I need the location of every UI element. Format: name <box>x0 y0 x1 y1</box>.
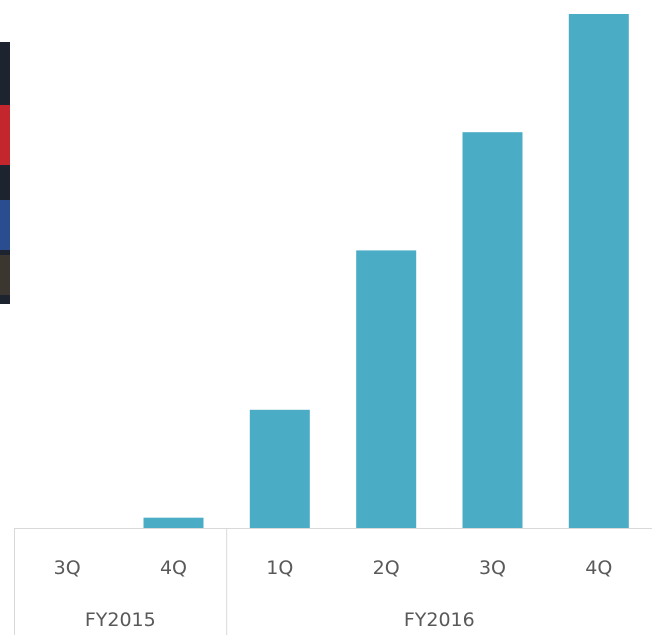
bar-1 <box>143 517 204 528</box>
bars-layer <box>143 14 629 528</box>
category-axis: FY2015 FY2016 3Q 4Q 1Q 2Q 3Q 4Q <box>14 528 652 635</box>
tick-label-3: 2Q <box>373 557 400 579</box>
tick-label-0: 3Q <box>54 557 81 579</box>
tick-label-1: 4Q <box>160 557 187 579</box>
bar-2 <box>249 409 310 528</box>
bar-5 <box>568 14 629 528</box>
bar-4 <box>462 132 523 528</box>
bar-3 <box>356 250 417 528</box>
tick-label-5: 4Q <box>585 557 612 579</box>
group-label-1: FY2016 <box>404 609 475 631</box>
tick-label-2: 1Q <box>266 557 293 579</box>
tick-label-4: 3Q <box>479 557 506 579</box>
photo-thumbnail-icon <box>0 42 10 304</box>
group-label-0: FY2015 <box>85 609 156 631</box>
